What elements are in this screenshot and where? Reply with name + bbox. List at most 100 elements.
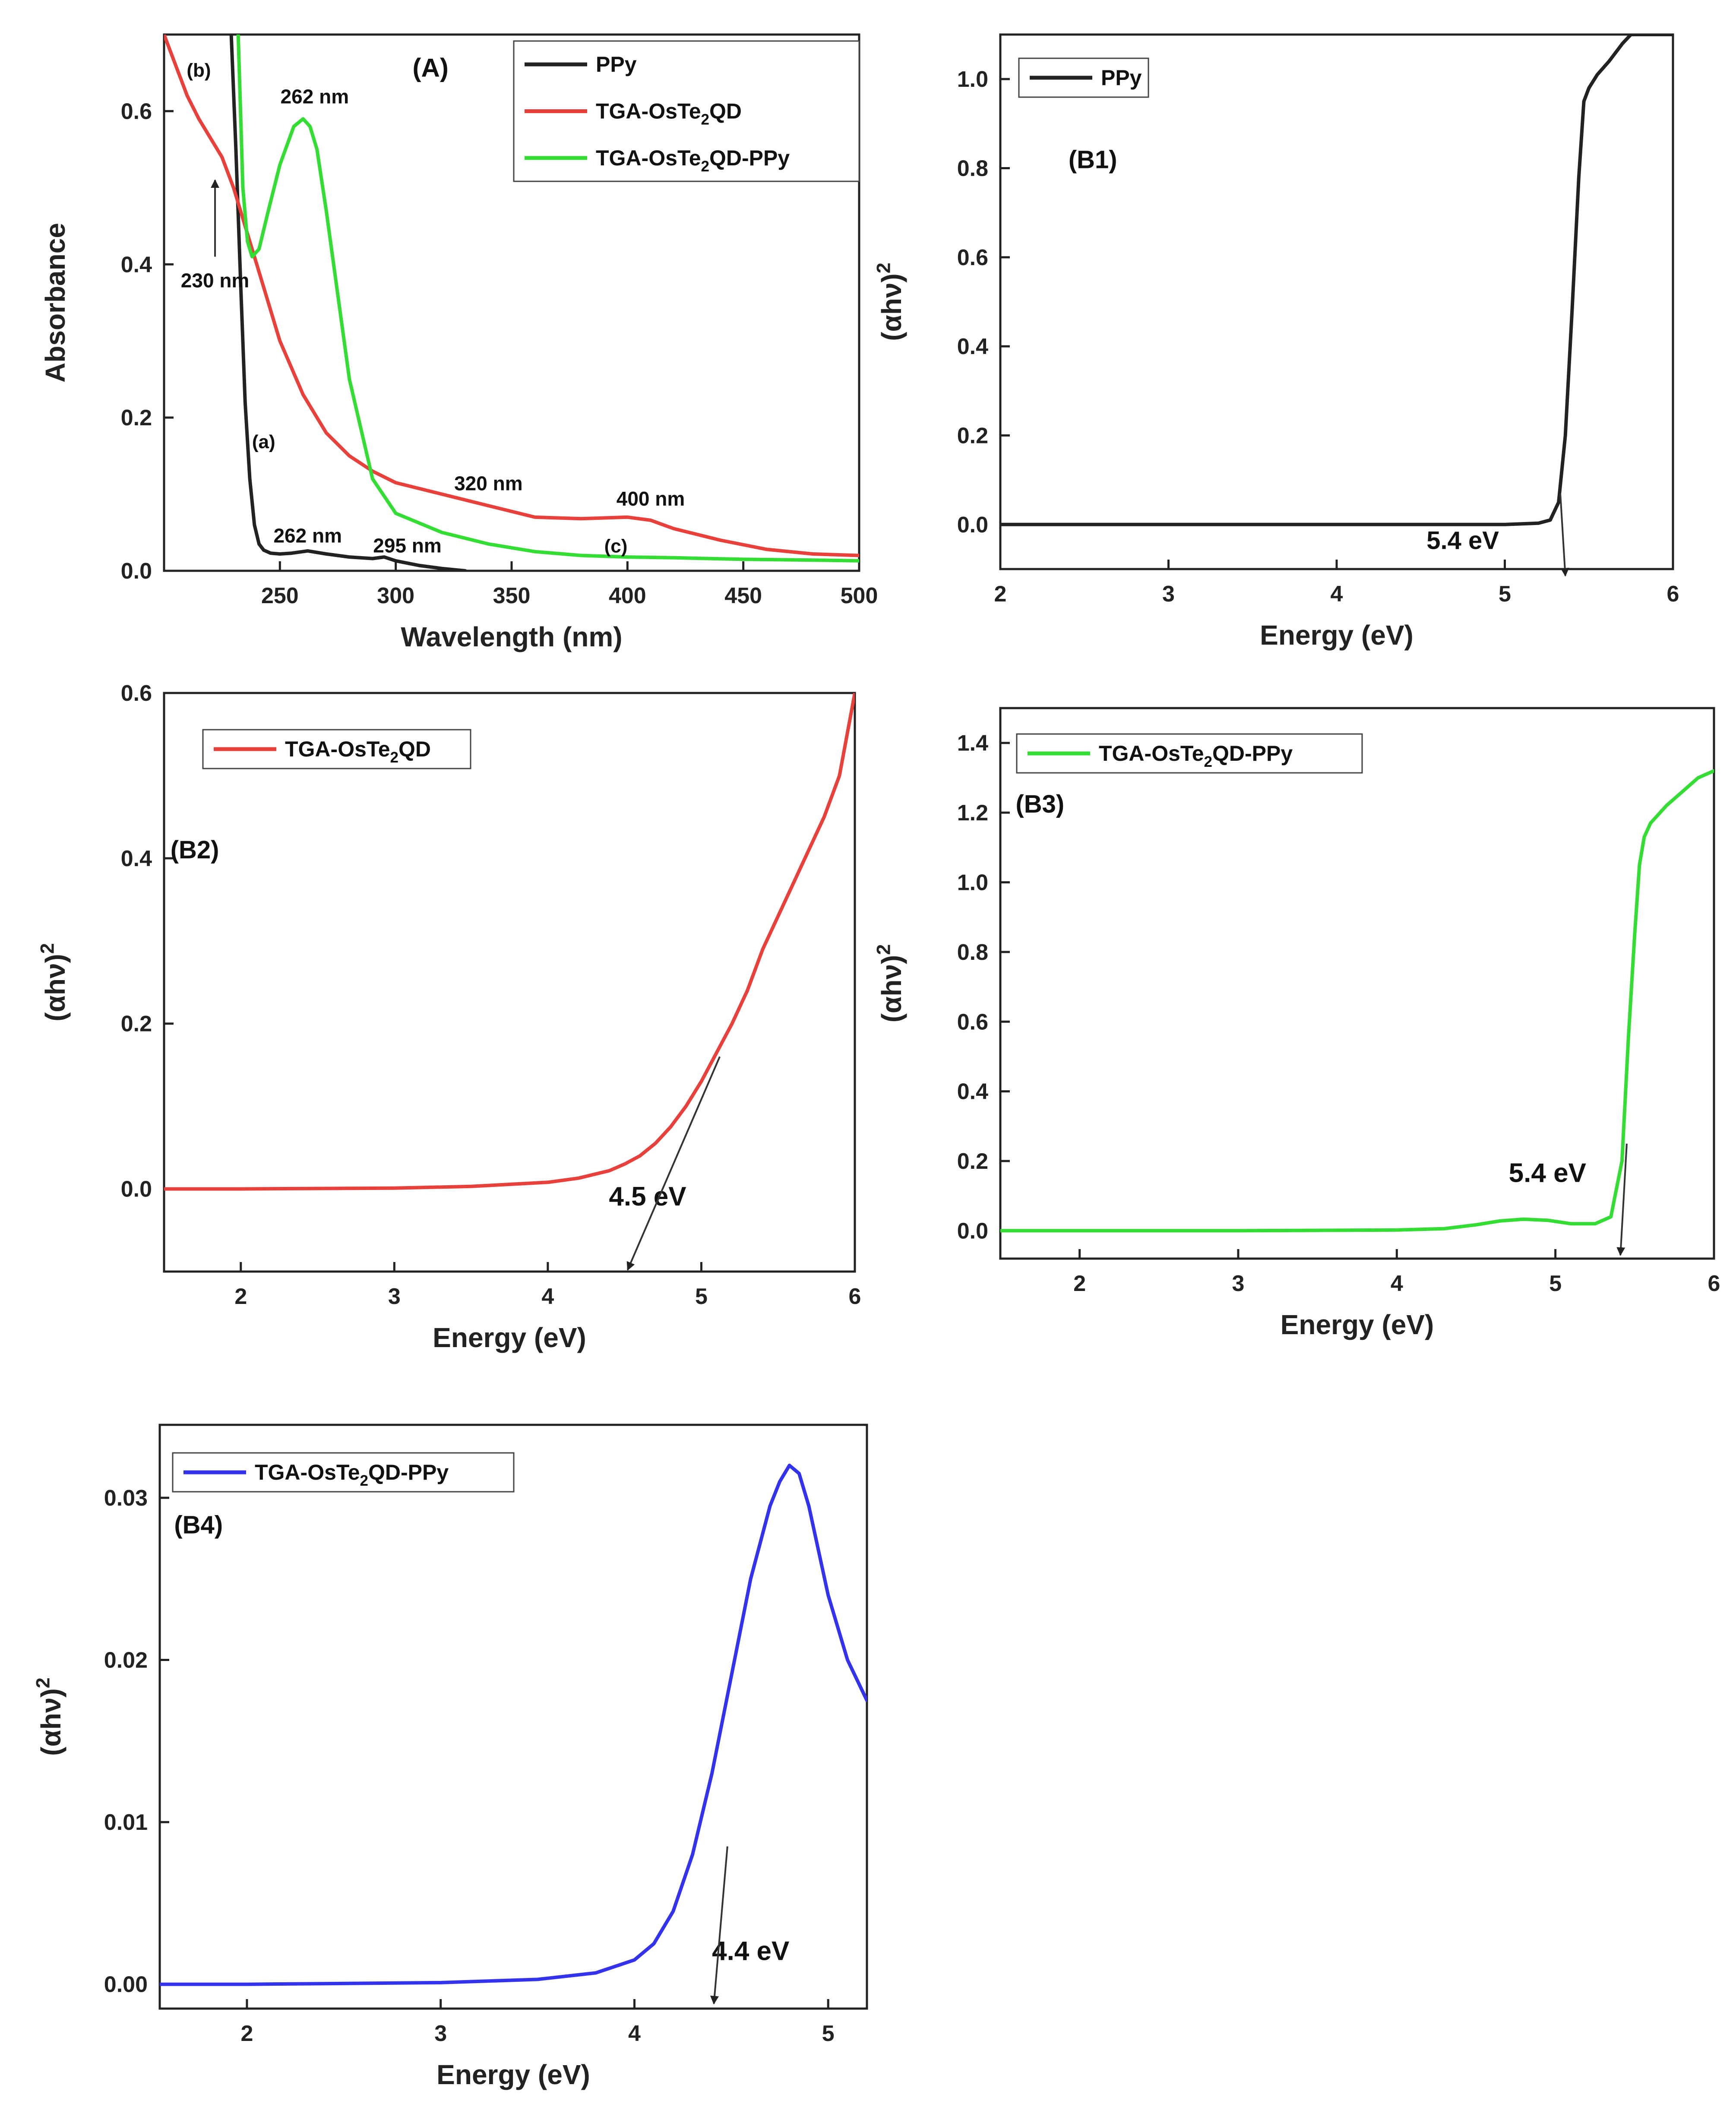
x-tick-label: 4 [1331, 582, 1343, 607]
y-tick-label: 0.4 [957, 1079, 988, 1104]
legend: PPy [1018, 57, 1149, 98]
x-tick-label: 3 [1162, 582, 1175, 607]
series-line-tga-oste2qd [164, 35, 859, 557]
y-axis-label: (αhν)2 [36, 943, 71, 1022]
x-tick-label: 2 [994, 582, 1007, 607]
panel-b4: 2 3 4 5 0.00 0.01 0.02 0.03 Energy (eV) (αhν)2 (B4… [32, 1424, 868, 2090]
y-tick-label: 0.6 [121, 681, 152, 706]
x-tick-label: 2 [234, 1284, 247, 1309]
y-tick-label: 1.0 [957, 870, 988, 895]
y-tick-label: 0.8 [957, 940, 988, 965]
annotation-arrow [626, 1056, 721, 1271]
plot-frame [158, 1424, 868, 2010]
y-tick-label: 0.01 [104, 1810, 148, 1835]
y-axis-label: (αhν)2 [873, 944, 907, 1023]
legend: TGA-OsTe2​QD-PPy [172, 1452, 515, 1493]
x-tick-label: 5 [695, 1284, 708, 1309]
x-axis-label: Energy (eV) [433, 1322, 586, 1353]
x-tick-label: 6 [1667, 582, 1679, 607]
y-tick-label: 0.0 [121, 559, 152, 584]
y-tick-label: 1.4 [957, 731, 988, 756]
x-tick-label: 350 [493, 583, 531, 608]
legend: TGA-OsTe2​QD-PPy [1016, 733, 1363, 774]
y-tick-label: 0.4 [121, 252, 152, 277]
legend-label: PPy [596, 52, 637, 76]
y-tick-label: 0.2 [121, 405, 152, 430]
y-tick-label: 0.2 [957, 1149, 988, 1174]
y-tick-label: 1.0 [957, 67, 988, 92]
x-axis-label: Energy (eV) [1281, 1309, 1434, 1340]
y-tick-label: 0.03 [104, 1486, 148, 1511]
legend: PPy TGA-OsTe2​QD TGA-OsTe2​QD-PPy [513, 40, 860, 182]
x-axis-label: Wavelength (nm) [401, 621, 622, 652]
legend-label: TGA-OsTe2​QD [285, 737, 431, 766]
x-tick-label: 4 [541, 1284, 554, 1309]
x-tick-label: 400 [609, 583, 646, 608]
y-tick-label: 0.0 [957, 1218, 988, 1243]
plot-frame [163, 692, 856, 1273]
legend-label: TGA-OsTe2​QD [596, 99, 742, 128]
annotation: (a) [252, 431, 275, 452]
x-axis-label: Energy (eV) [1260, 620, 1413, 651]
x-tick-label: 5 [1549, 1271, 1562, 1296]
x-tick-label: 2 [1073, 1271, 1086, 1296]
y-tick-label: 0.02 [104, 1648, 148, 1673]
annotation-arrow [710, 1846, 728, 2005]
plot-frame [999, 707, 1715, 1260]
panel-a: 250 300 350 400 450 500 0.0 0.2 0.4 0.6 Wavelength… [40, 33, 878, 652]
annotation: (A) [413, 54, 449, 82]
annotation: 262 nm [273, 524, 342, 547]
legend-label: TGA-OsTe2​QD-PPy [596, 146, 790, 175]
y-tick-label: 0.6 [121, 99, 152, 124]
y-tick-label: 0.2 [121, 1012, 152, 1037]
x-tick-label: 3 [1232, 1271, 1245, 1296]
annotation-arrow [1616, 1143, 1628, 1256]
x-tick-label: 3 [388, 1284, 401, 1309]
annotation: 4.5 eV [609, 1182, 686, 1212]
annotation: 5.4 eV [1509, 1158, 1586, 1188]
x-tick-label: 250 [261, 583, 299, 608]
panel-b3: 2 3 4 5 6 0.0 0.2 0.4 0.6 0.8 1.0 1.2 1.4 Energy (eV)… [873, 707, 1720, 1340]
series-line-tga-oste2qd [164, 693, 855, 1191]
annotation: 320 nm [454, 472, 523, 495]
annotation: 4.4 eV [712, 1936, 789, 1966]
x-tick-label: 300 [377, 583, 414, 608]
annotation: (B1) [1069, 146, 1117, 174]
series-line-tga-oste2qd-ppy [1000, 769, 1714, 1233]
x-tick-label: 450 [724, 583, 762, 608]
series-line-tga-oste2qd-ppy [160, 1463, 867, 1986]
x-tick-label: 6 [849, 1284, 861, 1309]
y-tick-label: 0.0 [957, 513, 988, 538]
legend-label: PPy [1101, 66, 1142, 90]
annotation: (c) [604, 535, 628, 557]
x-tick-label: 2 [240, 2021, 253, 2046]
y-tick-label: 0.2 [957, 424, 988, 449]
panel-b1: 2 3 4 5 6 0.0 0.2 0.4 0.6 0.8 1.0 Energy (eV) (αhν)2… [873, 33, 1679, 651]
annotation: 400 nm [617, 487, 685, 510]
y-tick-label: 0.6 [957, 245, 988, 270]
panel-b2: 2 3 4 5 6 0.0 0.2 0.4 0.6 Energy (eV) (αhν)2 (B2) 4.… [36, 681, 861, 1353]
annotation: (B3) [1015, 790, 1064, 818]
annotation-arrow [1559, 493, 1569, 577]
annotation: (b) [187, 60, 211, 81]
x-tick-label: 3 [434, 2021, 447, 2046]
x-tick-label: 4 [628, 2021, 641, 2046]
series-line-ppy [229, 35, 467, 571]
legend-label: TGA-OsTe2​QD-PPy [1099, 741, 1293, 770]
x-tick-label: 4 [1391, 1271, 1403, 1296]
annotation: 262 nm [281, 85, 349, 108]
y-tick-label: 0.4 [121, 846, 152, 871]
series-line-tga-oste2qd-ppy [236, 35, 859, 563]
annotation: 230 nm [181, 269, 250, 292]
y-tick-label: 0.8 [957, 156, 988, 181]
y-tick-label: 0.0 [121, 1177, 152, 1202]
x-tick-label: 5 [822, 2021, 835, 2046]
x-tick-label: 6 [1708, 1271, 1720, 1296]
y-axis-label: (αhν)2 [32, 1677, 66, 1756]
x-tick-label: 5 [1499, 582, 1511, 607]
x-tick-label: 500 [841, 583, 878, 608]
y-tick-label: 0.4 [957, 334, 988, 359]
legend: TGA-OsTe2​QD [202, 729, 471, 769]
y-tick-label: 0.00 [104, 1972, 148, 1997]
